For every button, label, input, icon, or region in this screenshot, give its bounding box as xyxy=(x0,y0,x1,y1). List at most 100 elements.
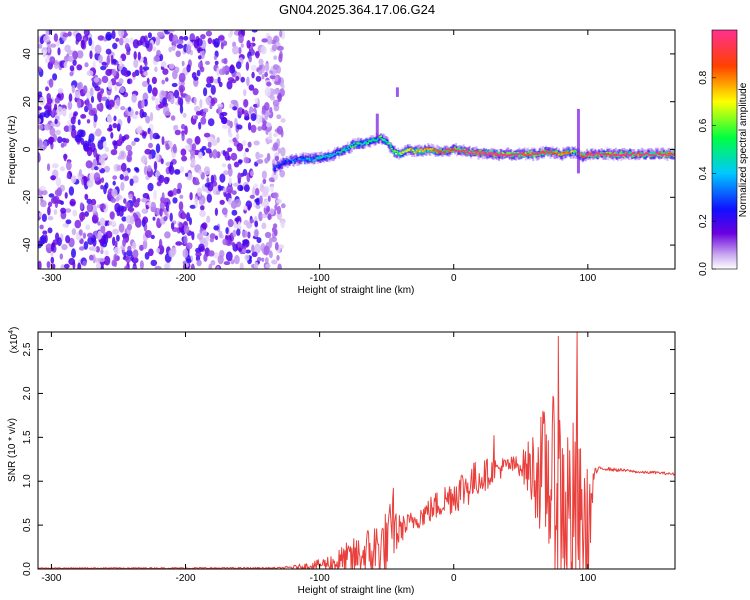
noise-blob xyxy=(203,108,209,113)
noise-blob xyxy=(264,257,269,264)
noise-blob xyxy=(198,243,205,252)
noise-blob xyxy=(262,178,267,184)
noise-blob xyxy=(228,197,232,205)
noise-blob xyxy=(160,158,164,165)
noise-blob xyxy=(99,217,106,227)
colorbar-tick-label: 0.0 xyxy=(698,262,709,276)
noise-blob xyxy=(148,248,154,257)
trace-cell xyxy=(353,142,356,145)
noise-blob xyxy=(184,94,191,103)
trace-cell xyxy=(420,148,423,153)
noise-blob xyxy=(176,188,181,194)
trace-cell xyxy=(390,145,393,149)
noise-blob xyxy=(199,98,203,109)
noise-blob xyxy=(202,112,206,119)
noise-blob xyxy=(145,230,152,238)
noise-blob xyxy=(149,112,154,122)
trace-cell xyxy=(407,149,410,152)
trace-cell xyxy=(298,158,301,160)
trace-cell xyxy=(573,151,576,154)
noise-blob xyxy=(280,147,286,157)
x-tick-label: 0 xyxy=(451,573,457,584)
noise-blob xyxy=(172,70,178,80)
noise-blob xyxy=(51,163,59,169)
noise-blob xyxy=(125,201,131,209)
noise-blob xyxy=(84,62,89,68)
noise-blob xyxy=(272,99,280,107)
trace-cell xyxy=(614,147,617,157)
trace-cell xyxy=(404,150,407,153)
trace-cell xyxy=(318,156,321,160)
trace-cell xyxy=(520,153,523,160)
noise-blob xyxy=(234,198,242,208)
noise-blob xyxy=(261,222,267,230)
noise-blob xyxy=(64,44,71,53)
trace-cell xyxy=(519,152,522,155)
noise-blob xyxy=(43,35,50,43)
trace-cell xyxy=(336,151,338,154)
noise-blob xyxy=(98,154,105,164)
trace-cell xyxy=(641,153,644,156)
noise-blob xyxy=(154,265,162,269)
trace-cell xyxy=(351,143,353,148)
trace-cell xyxy=(507,154,510,157)
trace-cell xyxy=(312,159,315,162)
noise-blob xyxy=(168,30,175,33)
noise-blob xyxy=(206,177,210,185)
noise-blob xyxy=(180,148,187,156)
noise-blob xyxy=(195,251,202,257)
noise-blob xyxy=(261,109,266,115)
noise-blob xyxy=(232,45,239,55)
noise-blob xyxy=(228,177,232,186)
trace-cell xyxy=(631,153,633,158)
trace-cell xyxy=(382,139,385,141)
trace-cell xyxy=(475,151,478,154)
trace-cell xyxy=(416,149,419,152)
trace-cell xyxy=(573,149,576,159)
trace-cell xyxy=(542,150,544,153)
noise-blob xyxy=(174,129,181,136)
noise-blob xyxy=(260,45,267,55)
noise-blob xyxy=(221,207,228,215)
trace-cell xyxy=(521,149,524,156)
trace-cell xyxy=(303,157,306,162)
trace-cell xyxy=(318,156,321,158)
noise-blob xyxy=(247,141,252,148)
noise-blob xyxy=(142,80,148,88)
noise-blob xyxy=(270,95,275,101)
noise-blob xyxy=(171,44,176,52)
trace-cell xyxy=(560,153,563,155)
noise-blob xyxy=(189,192,193,201)
noise-blob xyxy=(185,172,189,177)
trace-cell xyxy=(477,153,480,155)
trace-cell xyxy=(671,151,674,155)
trace-cell xyxy=(346,146,349,148)
noise-blob xyxy=(46,261,51,269)
trace-cell xyxy=(533,149,536,155)
trace-cell xyxy=(292,158,294,162)
trace-cell xyxy=(460,145,463,152)
trace-cell xyxy=(670,153,673,160)
noise-blob xyxy=(150,259,158,267)
noise-blob xyxy=(276,114,282,120)
noise-blob xyxy=(241,230,248,238)
noise-blob xyxy=(165,143,170,151)
noise-blob xyxy=(181,155,188,162)
trace-cell xyxy=(522,152,525,154)
trace-cell xyxy=(279,164,282,169)
trace-cell xyxy=(558,153,561,156)
noise-blob xyxy=(93,172,101,182)
trace-cell xyxy=(637,152,640,154)
noise-blob xyxy=(65,235,71,244)
trace-cell xyxy=(395,150,397,155)
x-tick-label: 0 xyxy=(451,273,457,284)
trace-cell xyxy=(488,152,491,154)
noise-blob xyxy=(145,40,150,49)
noise-blob xyxy=(39,185,46,191)
noise-blob xyxy=(119,86,125,94)
noise-blob xyxy=(244,116,250,121)
noise-blob xyxy=(63,125,70,132)
noise-blob xyxy=(78,169,83,177)
noise-blob xyxy=(128,106,132,112)
